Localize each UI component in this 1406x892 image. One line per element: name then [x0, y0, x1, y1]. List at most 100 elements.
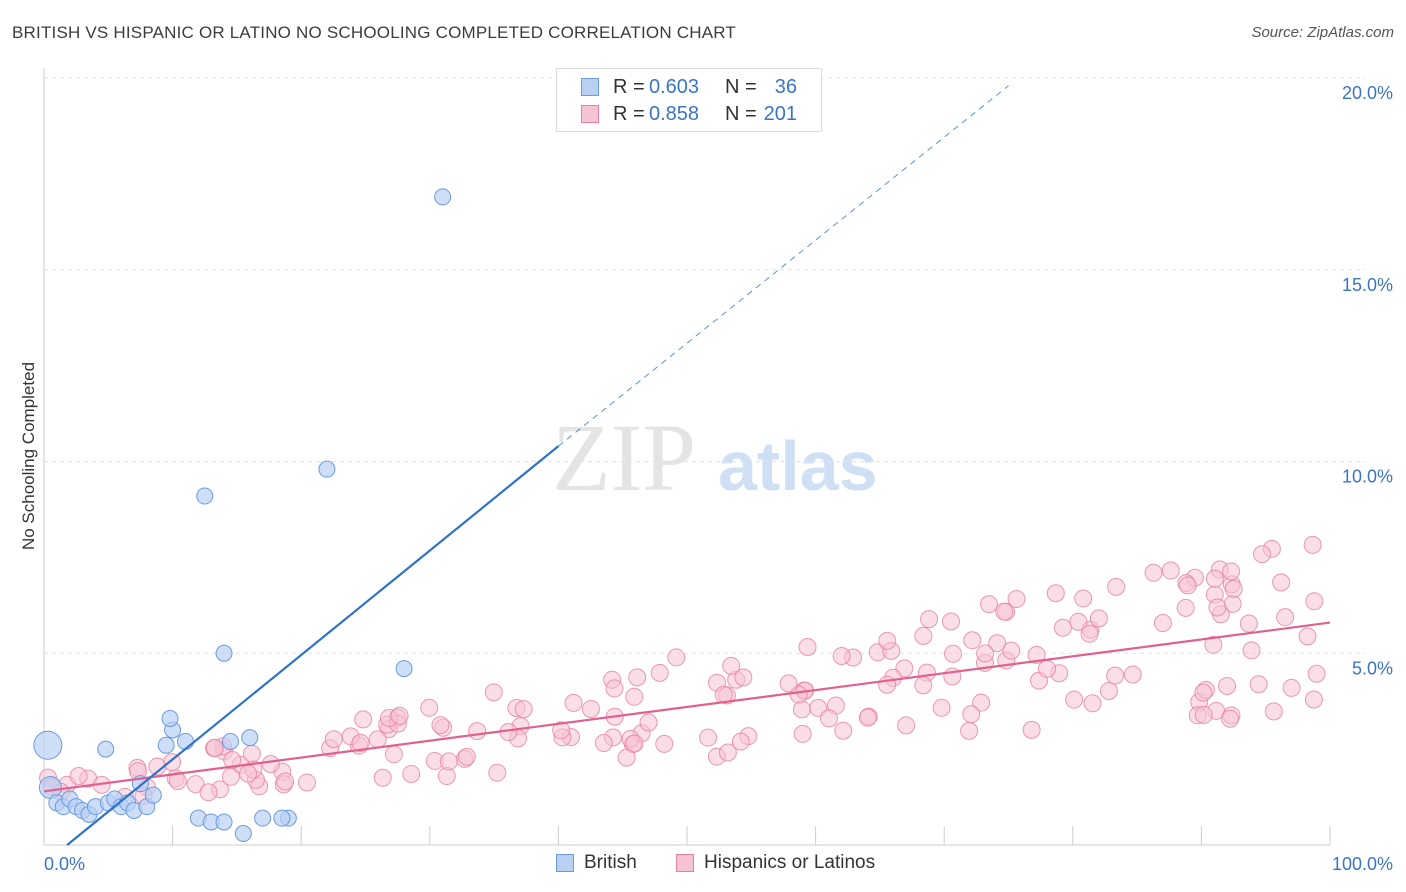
y-tick-label: 15.0%	[1342, 275, 1393, 295]
hispanic-point	[779, 674, 798, 693]
hispanic-point	[878, 631, 897, 650]
hispanic-point	[1298, 627, 1317, 646]
british-point	[196, 487, 214, 505]
british-r-value: 0.603	[649, 76, 700, 98]
british-point	[161, 709, 179, 727]
hispanic-point	[820, 709, 839, 728]
hispanic-point	[979, 595, 998, 614]
hispanic-point	[351, 733, 370, 752]
hispanic-point	[384, 745, 403, 764]
hispanic-point	[734, 668, 753, 687]
hispanic-point	[793, 724, 812, 743]
hispanic-point	[699, 728, 718, 747]
hispanic-point	[1046, 584, 1065, 603]
hispanic-point	[963, 631, 982, 650]
hispanic-point	[373, 768, 392, 787]
hispanic-point	[239, 764, 258, 783]
y-tick-label: 20.0%	[1342, 83, 1393, 103]
hispanic-point	[858, 708, 877, 727]
y-axis-label: No Schooling Completed	[19, 362, 38, 550]
british-n-value: 36	[774, 76, 797, 98]
y-tick-label: 5.0%	[1352, 658, 1393, 678]
british-point	[318, 460, 336, 478]
british-point	[234, 824, 252, 842]
hispanic-point	[722, 656, 741, 675]
hispanic-point	[625, 734, 644, 753]
hispanic-point	[168, 771, 187, 790]
hispanic-point	[420, 698, 439, 717]
hispanic-point	[914, 676, 933, 695]
british-point	[144, 786, 162, 804]
x-tick-label: 0.0%	[44, 854, 85, 874]
british-trend-extension	[558, 85, 1009, 447]
hispanic-point	[714, 685, 733, 704]
hispanic-point	[650, 663, 669, 682]
hispanic-point	[1218, 677, 1237, 696]
hispanic-point	[639, 713, 658, 732]
hispanic-point	[199, 783, 218, 802]
hispanic-point	[1107, 577, 1126, 596]
hispanic-point	[1282, 678, 1301, 697]
chart-title: BRITISH VS HISPANIC OR LATINO NO SCHOOLI…	[12, 23, 737, 42]
watermark-atlas: atlas	[718, 427, 878, 505]
hispanic-point	[1037, 659, 1056, 678]
hispanic-point	[69, 766, 88, 785]
hispanic-swatch	[581, 105, 599, 123]
british-legend-swatch	[556, 854, 574, 872]
hispanic-point	[832, 647, 851, 666]
hispanic-trend-line	[43, 621, 1331, 793]
hispanic-point	[1065, 690, 1084, 709]
hispanic-point	[809, 698, 828, 717]
hispanic-point	[1089, 609, 1108, 628]
hispanic-point	[484, 683, 503, 702]
british-legend-label: British	[584, 852, 637, 873]
british-point	[157, 736, 175, 754]
hispanic-point	[1123, 665, 1142, 684]
hispanic-point	[276, 772, 295, 791]
hispanic-point	[1239, 614, 1258, 633]
hispanic-point	[1153, 614, 1172, 633]
source-label: Source: ZipAtlas.com	[1251, 24, 1394, 41]
hispanic-point	[960, 721, 979, 740]
hispanic-r-label: R =	[613, 103, 645, 125]
hispanic-point	[897, 716, 916, 735]
hispanic-point	[605, 679, 624, 698]
hispanic-n-value: 201	[763, 103, 797, 125]
hispanic-point	[1007, 590, 1026, 609]
british-point	[241, 729, 259, 747]
hispanic-point	[1002, 641, 1021, 660]
hispanic-point	[667, 648, 686, 667]
hispanic-point	[798, 637, 817, 656]
correlation-legend: R = 0.603 N = 36 R = 0.858 N = 201	[556, 68, 822, 132]
hispanic-point	[976, 644, 995, 663]
hispanic-point	[1205, 569, 1224, 588]
hispanic-point	[223, 751, 242, 770]
hispanic-point	[221, 767, 240, 786]
hispanic-point	[1083, 694, 1102, 713]
hispanic-point	[792, 700, 811, 719]
british-swatch	[581, 78, 599, 96]
hispanic-point	[944, 644, 963, 663]
hispanic-point	[625, 687, 644, 706]
hispanic-point	[1080, 624, 1099, 643]
hispanic-point	[1106, 666, 1125, 685]
hispanic-point	[962, 705, 981, 724]
british-point	[434, 188, 452, 206]
x-tick-label: 100.0%	[1332, 854, 1393, 874]
hispanic-point	[1307, 664, 1326, 683]
british-point	[221, 732, 239, 750]
hispanic-point	[731, 732, 750, 751]
hispanic-point	[205, 738, 224, 757]
hispanic-point	[1276, 608, 1295, 627]
hispanic-point	[564, 693, 583, 712]
hispanic-point	[261, 754, 280, 773]
hispanic-point	[972, 693, 991, 712]
british-point	[33, 730, 63, 760]
british-point	[97, 740, 115, 758]
hispanic-point	[1208, 598, 1227, 617]
hispanic-point	[1304, 690, 1323, 709]
hispanic-point	[628, 668, 647, 687]
hispanic-point	[390, 706, 409, 725]
hispanic-point	[1176, 598, 1195, 617]
